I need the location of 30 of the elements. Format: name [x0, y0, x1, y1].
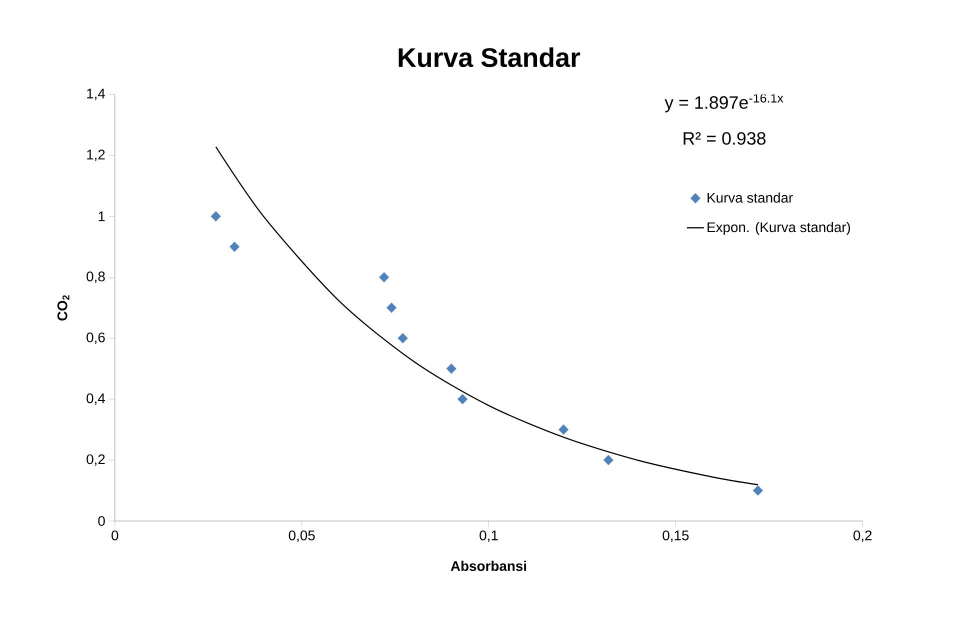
point	[603, 454, 614, 466]
point	[458, 394, 468, 404]
x-tick-label: 0,05	[288, 530, 315, 542]
y-tick-label: 1,4	[87, 88, 106, 100]
y-tick-label: 0,4	[86, 393, 106, 405]
y-axis-title: CO$_{2}$	[57, 295, 70, 320]
chart-title: Kurva Standar	[398, 47, 580, 67]
y-tick-label: 0,8	[86, 271, 105, 283]
y-tick-label: 0	[98, 516, 105, 526]
y-tick-label: 0,6	[86, 332, 105, 344]
y-tick-label: 0,2	[86, 454, 105, 466]
legend-label: Kurva standar	[708, 192, 793, 202]
point	[386, 302, 397, 313]
x-tick-label: 0	[112, 530, 118, 540]
annotation: R² = 0.938	[684, 132, 766, 145]
y-tick-label: 1	[98, 211, 105, 221]
x-tick-label: 0,1	[480, 530, 498, 542]
point	[752, 485, 763, 496]
annotation: y = 1.897e$^{-16.1x}$	[664, 94, 784, 112]
legend-label: Expon. (Kurva standar)	[708, 222, 850, 235]
point	[229, 241, 240, 252]
x-axis-title: Absorbansi	[450, 560, 526, 571]
x-tick-label: 0,2	[853, 530, 872, 542]
point	[398, 332, 408, 344]
point	[558, 424, 569, 435]
point	[379, 272, 390, 282]
point	[210, 210, 221, 222]
x-tick-label: 0,15	[662, 530, 689, 542]
y-tick-label: 1,2	[87, 149, 105, 161]
point	[446, 363, 456, 374]
